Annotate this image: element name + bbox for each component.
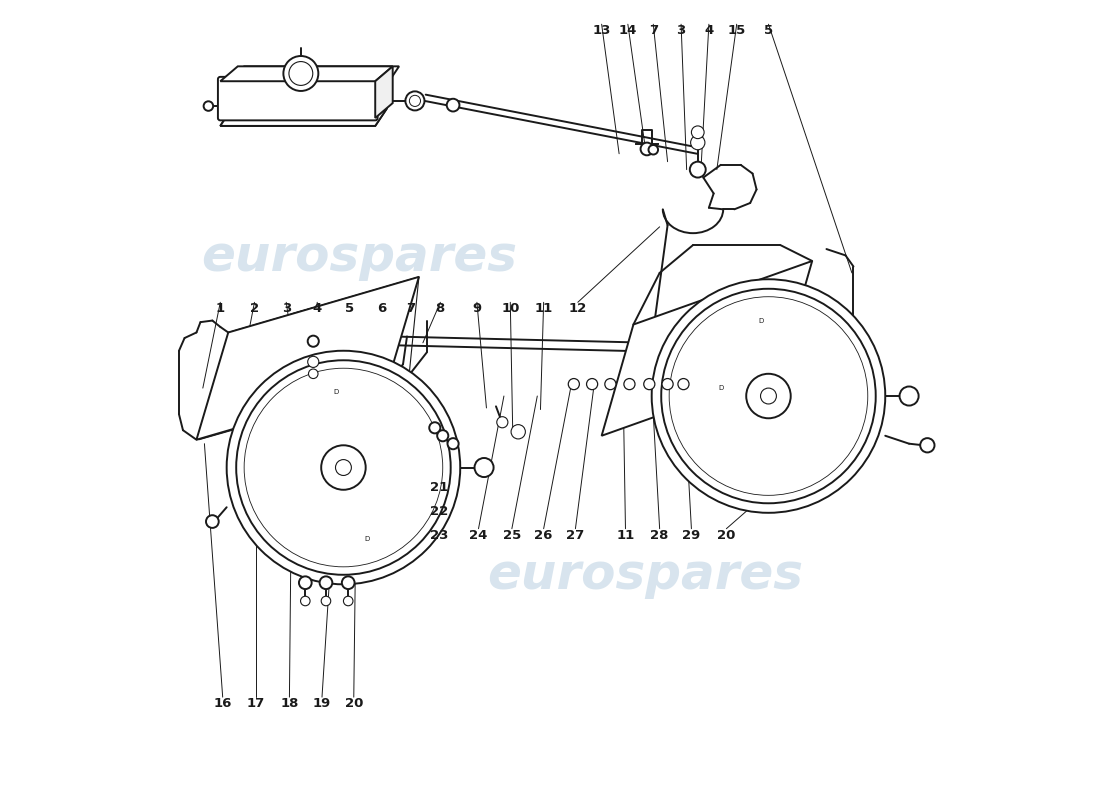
Circle shape: [227, 350, 460, 584]
Text: D: D: [758, 318, 763, 323]
Circle shape: [644, 378, 654, 390]
Text: 23: 23: [430, 529, 448, 542]
Circle shape: [640, 142, 653, 155]
Text: 25: 25: [503, 529, 521, 542]
Circle shape: [624, 378, 635, 390]
Polygon shape: [220, 108, 387, 126]
Text: 16: 16: [213, 697, 232, 710]
Circle shape: [448, 438, 459, 450]
Circle shape: [474, 458, 494, 477]
Circle shape: [569, 378, 580, 390]
Circle shape: [921, 438, 935, 453]
Polygon shape: [220, 66, 393, 82]
Polygon shape: [375, 66, 393, 118]
Circle shape: [336, 459, 351, 475]
Circle shape: [206, 515, 219, 528]
Text: 15: 15: [727, 24, 746, 37]
Text: 20: 20: [717, 529, 736, 542]
Text: 14: 14: [618, 24, 637, 37]
Circle shape: [406, 91, 425, 110]
Text: 27: 27: [566, 529, 584, 542]
Text: 13: 13: [593, 24, 611, 37]
Circle shape: [760, 388, 777, 404]
Text: 8: 8: [436, 302, 446, 315]
Circle shape: [284, 56, 318, 91]
Circle shape: [447, 98, 460, 111]
Text: 9: 9: [472, 302, 482, 315]
Text: 6: 6: [377, 302, 386, 315]
Text: 24: 24: [470, 529, 487, 542]
Circle shape: [308, 356, 319, 367]
Text: 11: 11: [535, 302, 553, 315]
Text: 20: 20: [344, 697, 363, 710]
Text: eurospares: eurospares: [487, 550, 803, 598]
Circle shape: [321, 446, 365, 490]
Text: 18: 18: [280, 697, 298, 710]
Text: 4: 4: [704, 24, 714, 37]
Text: 7: 7: [649, 24, 658, 37]
Text: D: D: [333, 389, 338, 395]
Text: 26: 26: [535, 529, 553, 542]
Text: 21: 21: [430, 481, 448, 494]
Text: 29: 29: [682, 529, 701, 542]
Circle shape: [900, 386, 918, 406]
Circle shape: [409, 95, 420, 106]
Circle shape: [343, 596, 353, 606]
Circle shape: [692, 126, 704, 138]
Circle shape: [649, 145, 658, 154]
Polygon shape: [197, 277, 419, 440]
Text: 12: 12: [569, 302, 587, 315]
Text: 28: 28: [650, 529, 669, 542]
Circle shape: [429, 422, 440, 434]
Circle shape: [586, 378, 597, 390]
Text: D: D: [365, 536, 370, 542]
Text: eurospares: eurospares: [201, 233, 517, 281]
Text: 1: 1: [216, 302, 224, 315]
Text: 3: 3: [282, 302, 290, 315]
Circle shape: [299, 576, 311, 589]
Circle shape: [321, 596, 331, 606]
Circle shape: [342, 576, 354, 589]
Circle shape: [289, 62, 312, 86]
Circle shape: [512, 425, 526, 439]
Circle shape: [678, 378, 689, 390]
Polygon shape: [220, 108, 387, 126]
Circle shape: [300, 596, 310, 606]
Text: 5: 5: [763, 24, 773, 37]
Circle shape: [605, 378, 616, 390]
Circle shape: [308, 369, 318, 378]
Circle shape: [662, 378, 673, 390]
Text: 10: 10: [502, 302, 519, 315]
Text: D: D: [718, 385, 724, 391]
FancyBboxPatch shape: [218, 77, 377, 120]
Circle shape: [204, 102, 213, 111]
Text: 22: 22: [430, 505, 448, 518]
Circle shape: [690, 162, 706, 178]
Polygon shape: [602, 261, 812, 436]
Circle shape: [320, 576, 332, 589]
Text: 11: 11: [616, 529, 635, 542]
Text: 5: 5: [345, 302, 354, 315]
Circle shape: [308, 336, 319, 346]
Circle shape: [437, 430, 449, 442]
Circle shape: [691, 135, 705, 150]
Text: 4: 4: [312, 302, 322, 315]
Text: 19: 19: [312, 697, 331, 710]
Text: 2: 2: [250, 302, 258, 315]
Polygon shape: [232, 66, 399, 84]
Circle shape: [497, 417, 508, 428]
Text: 3: 3: [676, 24, 685, 37]
Circle shape: [651, 279, 886, 513]
Text: 7: 7: [406, 302, 416, 315]
Text: 17: 17: [246, 697, 265, 710]
Circle shape: [746, 374, 791, 418]
